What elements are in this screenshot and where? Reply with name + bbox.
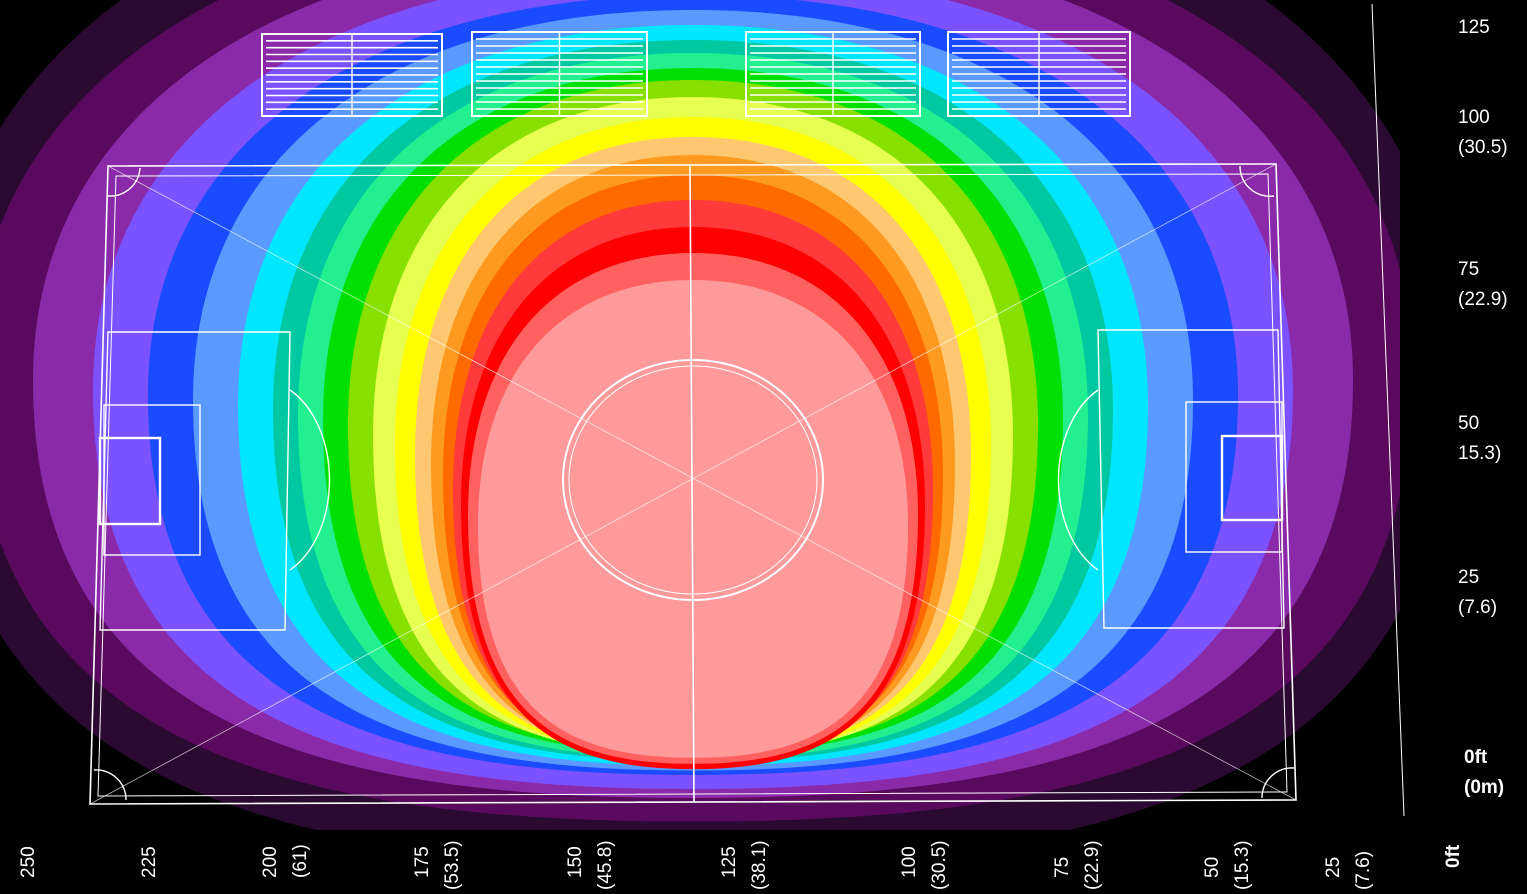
right-tick-5-m: (0m) (1464, 777, 1504, 798)
right-tick-0-ft: 125 (1458, 17, 1490, 38)
right-tick-3-ft: 50 (1458, 413, 1479, 434)
right-tick-2: 75 (22.9) (1458, 259, 1508, 310)
center-circle (562, 359, 824, 601)
bottom-tick-1-ft: 225 (139, 846, 160, 878)
bottom-tick-0-ft: 250 (18, 846, 39, 878)
halfway-line (689, 165, 695, 803)
bottom-tick-3: 175 (53.5) (412, 840, 463, 890)
right-tick-4-ft: 25 (1458, 567, 1479, 588)
center-circle-inner (568, 365, 818, 595)
bottom-tick-5-m: (38.1) (749, 840, 770, 890)
right-tick-5-ft: 0ft (1464, 747, 1488, 768)
bottom-tick-5-ft: 125 (719, 846, 740, 878)
right-tick-3-m: 15.3) (1458, 443, 1501, 464)
bottom-tick-2-ft: 200 (260, 846, 281, 878)
field-outline (89, 3, 1405, 817)
right-penalty-arc (1057, 389, 1099, 571)
bottom-tick-7: 75 (22.9) (1052, 840, 1103, 890)
bottom-tick-2: 200 (61) (260, 844, 311, 878)
right-axis: 125 100 (30.5) 75 (22.9) 50 15.3) 25 (7.… (1458, 17, 1508, 798)
bottom-tick-6: 100 (30.5) (899, 840, 950, 890)
plot-right-edge (1371, 3, 1405, 817)
bottom-tick-3-m: (53.5) (442, 840, 463, 890)
right-tick-4-m: (7.6) (1458, 597, 1497, 618)
right-goal (1220, 434, 1284, 522)
corner-arc-br (1261, 767, 1295, 799)
bottom-tick-6-ft: 100 (899, 846, 920, 878)
bottom-tick-7-ft: 75 (1052, 857, 1073, 878)
right-tick-2-ft: 75 (1458, 259, 1479, 280)
right-tick-4: 25 (7.6) (1458, 567, 1497, 618)
right-tick-3: 50 15.3) (1458, 413, 1501, 464)
right-tick-5: 0ft (0m) (1464, 747, 1504, 798)
pitch-inner-boundary (97, 173, 1288, 797)
bottom-tick-4-ft: 150 (565, 846, 586, 878)
diagonal-2 (89, 163, 1277, 805)
bottom-tick-0: 250 (18, 846, 39, 878)
bottom-tick-4: 150 (45.8) (565, 840, 616, 890)
bottom-tick-10: 0ft (1443, 844, 1464, 868)
corner-arc-bl (93, 769, 127, 801)
bottom-axis: 250 225 200 (61) 175 (53.5) 150 (45.8) 1… (18, 840, 1464, 890)
corner-arc-tl (107, 167, 141, 197)
bottom-tick-8-m: (15.3) (1232, 840, 1253, 890)
right-tick-0: 125 (1458, 17, 1490, 38)
bottom-tick-10-ft: 0ft (1443, 844, 1464, 868)
right-tick-1-m: (30.5) (1458, 137, 1508, 158)
diagonal-1 (107, 165, 1297, 801)
bottom-tick-4-m: (45.8) (595, 840, 616, 890)
bottom-tick-5: 125 (38.1) (719, 840, 770, 890)
right-tick-1: 100 (30.5) (1458, 107, 1508, 158)
bottom-tick-9-ft: 25 (1323, 857, 1344, 878)
bottom-tick-1: 225 (139, 846, 160, 878)
bottom-tick-8-ft: 50 (1202, 857, 1223, 878)
bottom-tick-8: 50 (15.3) (1202, 840, 1253, 890)
right-penalty-box (1097, 329, 1285, 629)
left-penalty-box (99, 331, 291, 631)
bottom-tick-7-m: (22.9) (1082, 840, 1103, 890)
left-goal-area (103, 404, 201, 556)
corner-arc-tr (1239, 165, 1275, 197)
left-goal (98, 436, 162, 526)
bottom-tick-2-m: (61) (290, 844, 311, 878)
bottom-tick-6-m: (30.5) (929, 840, 950, 890)
left-penalty-arc (289, 389, 331, 571)
bottom-tick-9: 25 (7.6) (1323, 851, 1374, 890)
right-tick-2-m: (22.9) (1458, 289, 1508, 310)
contour-bands (0, 0, 1400, 830)
bottom-tick-3-ft: 175 (412, 846, 433, 878)
right-tick-1-ft: 100 (1458, 107, 1490, 128)
bottom-tick-9-m: (7.6) (1353, 851, 1374, 890)
